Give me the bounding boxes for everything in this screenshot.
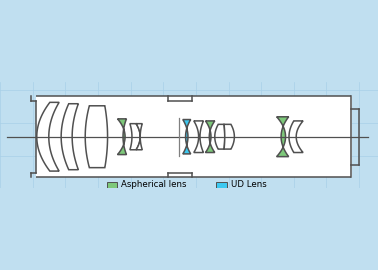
FancyBboxPatch shape (36, 96, 352, 177)
Polygon shape (289, 121, 303, 153)
Text: UD Lens: UD Lens (231, 180, 266, 189)
Polygon shape (215, 124, 225, 149)
Polygon shape (85, 106, 108, 168)
Polygon shape (37, 102, 59, 171)
Polygon shape (118, 119, 127, 155)
Polygon shape (194, 121, 203, 153)
FancyBboxPatch shape (217, 182, 227, 188)
Polygon shape (206, 121, 215, 153)
Text: Aspherical lens: Aspherical lens (121, 180, 186, 189)
Polygon shape (130, 124, 140, 150)
Polygon shape (61, 104, 78, 170)
Polygon shape (136, 124, 142, 150)
Polygon shape (183, 120, 191, 154)
Polygon shape (277, 117, 289, 157)
FancyBboxPatch shape (107, 182, 117, 188)
Polygon shape (224, 124, 234, 149)
